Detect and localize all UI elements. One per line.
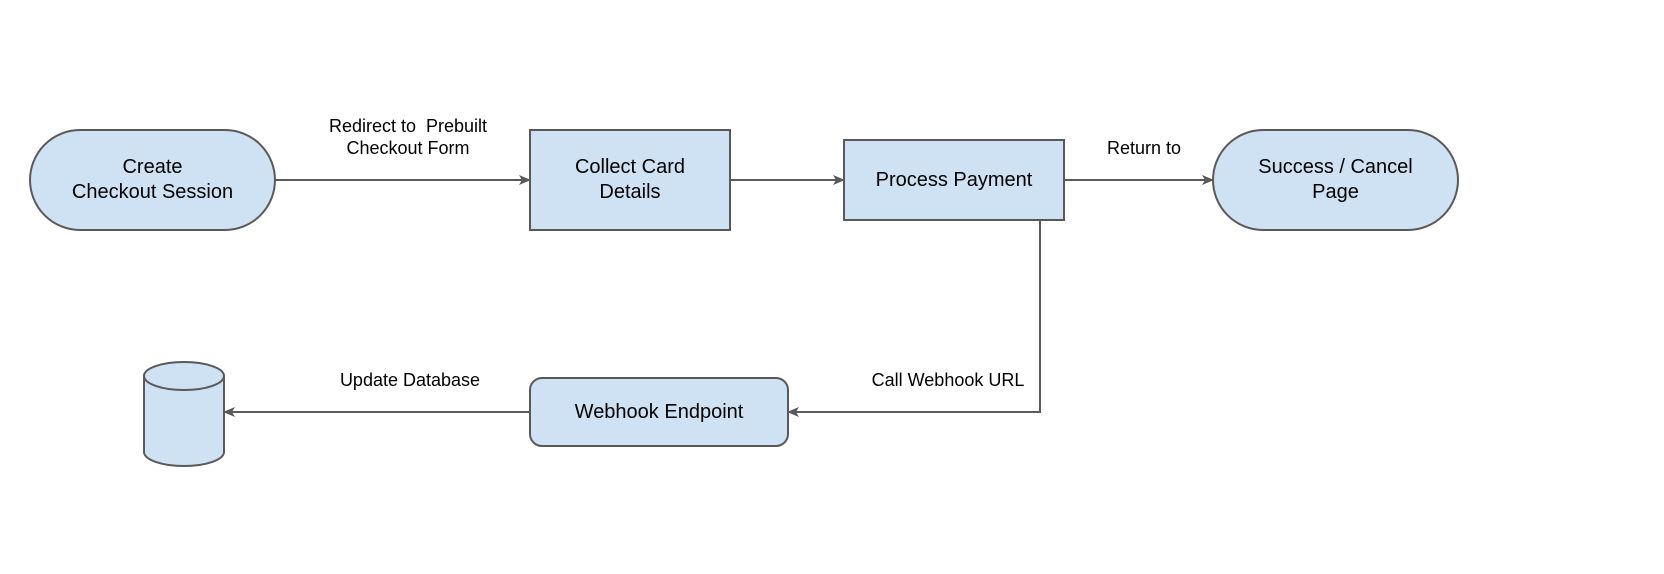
node-db (144, 362, 224, 466)
flowchart-canvas: Redirect to Prebuilt Checkout FormReturn… (0, 0, 1664, 574)
edge-e4 (788, 220, 1040, 412)
node-process (844, 140, 1064, 220)
node-collect (530, 130, 730, 230)
node-webhook (530, 378, 788, 446)
node-success (1213, 130, 1458, 230)
node-create (30, 130, 275, 230)
flowchart-svg (0, 0, 1664, 574)
